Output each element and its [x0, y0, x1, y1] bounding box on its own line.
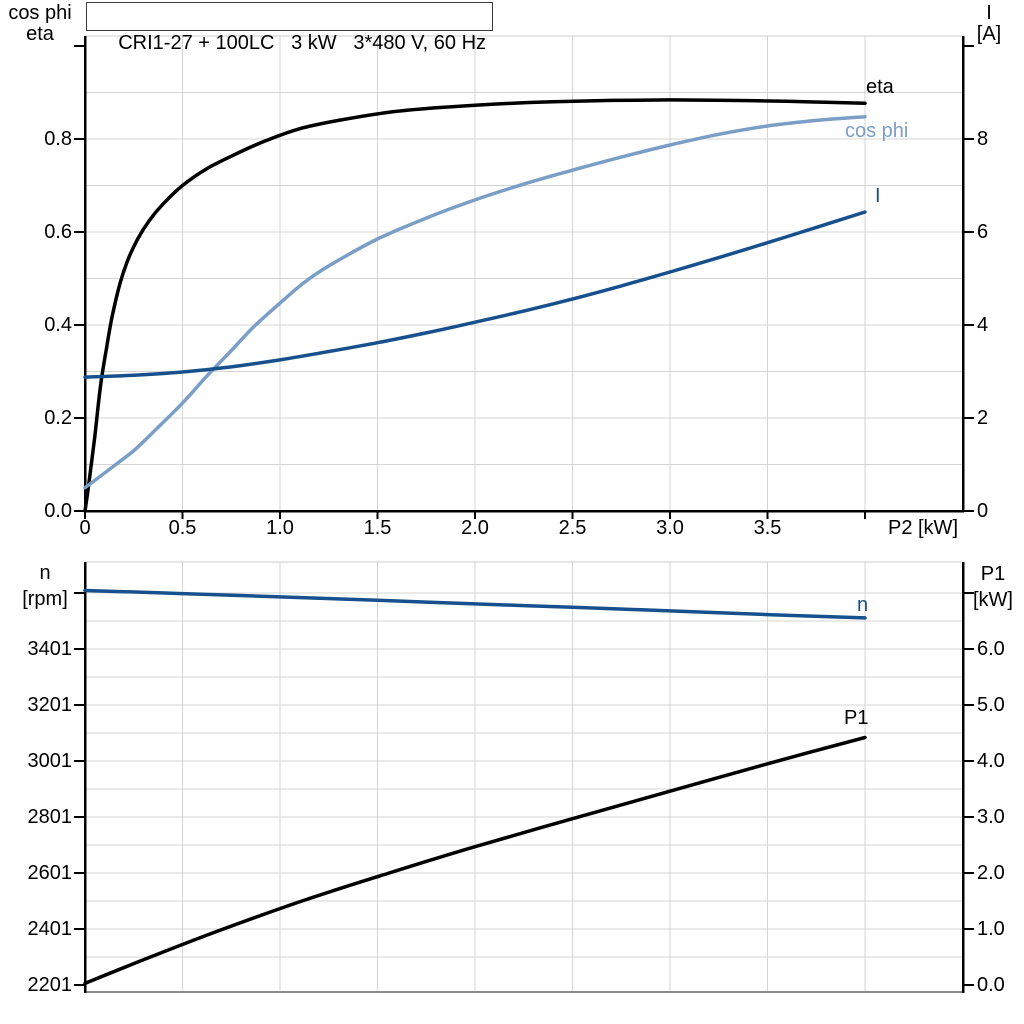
x-axis-label: P2 [kW]: [887, 517, 958, 539]
x-axis-tick-label: 2.5: [558, 517, 587, 539]
chart-title: CRI1-27 + 100LC 3 kW 3*480 V, 60 Hz: [118, 32, 487, 54]
left-axis-tick-label: 0.4: [44, 314, 72, 336]
top-right-axis-title-line1: I: [986, 2, 992, 24]
x-axis-tick-label: 3.5: [753, 517, 782, 539]
left-axis-tick-label: 0.0: [44, 500, 72, 522]
right-axis-tick-label: 6.0: [977, 638, 1005, 660]
right-axis-tick-label: 6: [977, 221, 989, 243]
top-right-axis-title-line2: [A]: [976, 23, 1002, 45]
x-axis-tick-label: 0: [79, 517, 91, 539]
curve-i: [83, 210, 867, 379]
x-axis-tick-label: 2.0: [461, 517, 489, 539]
right-axis-tick-label: 2: [977, 407, 989, 429]
left-axis-tick-label: 3201: [27, 694, 73, 716]
right-axis-tick-label: 4.0: [977, 750, 1005, 772]
left-axis-tick-label: 0.2: [44, 407, 72, 429]
chart-title-box: CRI1-27 + 100LC 3 kW 3*480 V, 60 Hz: [86, 2, 493, 54]
curve-label-current: I: [875, 185, 881, 207]
left-axis-tick-label: 0.6: [44, 221, 72, 243]
bottom-right-axis-title-line2: [kW]: [973, 589, 1013, 611]
curve-n: [83, 588, 867, 620]
curve-p1: [83, 735, 867, 986]
left-axis-tick-label: 2201: [27, 974, 73, 996]
bottom-left-axis-title-line2: [rpm]: [22, 588, 68, 610]
curve-label-cos-phi: cos phi: [845, 120, 909, 142]
top-left-axis-title-line2: eta: [26, 23, 54, 45]
right-axis-tick-label: 0: [977, 500, 989, 522]
curve-eta: [83, 98, 867, 513]
curve-cos-phi: [83, 114, 867, 490]
left-axis-tick-label: 3401: [27, 638, 73, 660]
left-axis-tick-label: 0.8: [44, 128, 72, 150]
right-axis-tick-label: 4: [977, 314, 989, 336]
right-axis-tick-label: 2.0: [977, 862, 1005, 884]
left-axis-tick-label: 2401: [27, 918, 73, 940]
left-axis-tick-label: 3001: [27, 750, 73, 772]
right-axis-tick-label: 3.0: [977, 806, 1005, 828]
top-left-axis-title-line1: cos phi: [8, 2, 72, 24]
bottom-right-axis-title-line1: P1: [980, 563, 1006, 585]
curve-label-eta: eta: [866, 76, 894, 98]
x-axis-tick-label: 3.0: [656, 517, 684, 539]
curve-label-input-power: P1: [844, 707, 869, 729]
left-axis-tick-label: 2601: [27, 862, 73, 884]
left-axis-tick-label: 2801: [27, 806, 73, 828]
right-axis-tick-label: 5.0: [977, 694, 1005, 716]
x-axis-tick-label: 1.5: [363, 517, 392, 539]
bottom-left-axis-title-line1: n: [39, 562, 51, 584]
x-axis-tick-label: 0.5: [168, 517, 197, 539]
x-axis-tick-label: 1.0: [266, 517, 294, 539]
right-axis-tick-label: 0.0: [977, 974, 1005, 996]
curve-label-speed: n: [857, 594, 869, 616]
right-axis-tick-label: 8: [977, 128, 989, 150]
right-axis-tick-label: 1.0: [977, 918, 1005, 940]
